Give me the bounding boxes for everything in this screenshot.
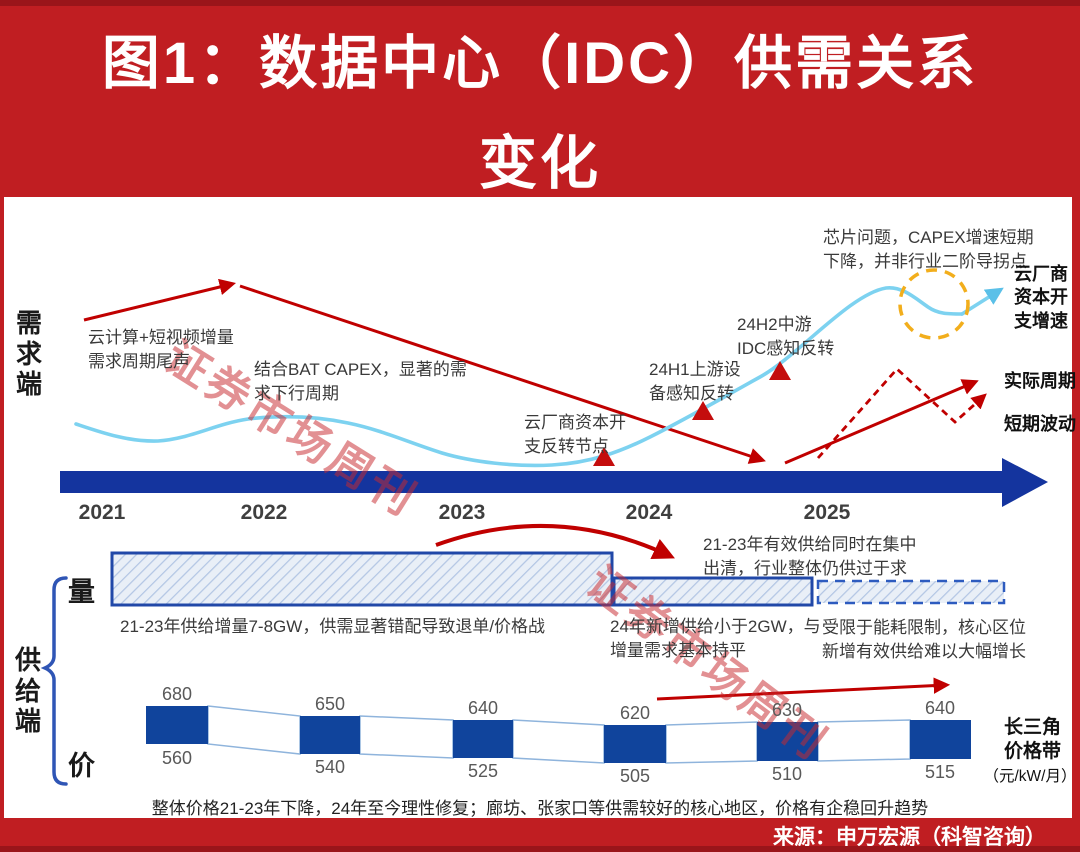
note-supply-energy: 受限于能耗限制，核心区位 新增有效供给难以大幅增长 — [822, 618, 1026, 662]
price-low-label: 505 — [619, 766, 651, 786]
supply-side-label: 供给端 — [14, 645, 41, 737]
timeline-bar — [60, 458, 1048, 507]
price-summary-note: 整体价格21-23年下降，24年至今理性修复；廊坊、张家口等供需较好的核心地区，… — [151, 799, 929, 818]
year-label-2021: 2021 — [78, 501, 126, 524]
demand-side-label: 需求端 — [15, 308, 42, 400]
price-high-label: 640 — [467, 698, 499, 718]
note-supply-24: 24年新增供给小于2GW，与 增量需求基本持平 — [610, 617, 821, 661]
price-low-label: 510 — [771, 764, 803, 784]
quantity-label: 量 — [68, 577, 95, 607]
price-label: 价 — [68, 751, 95, 781]
reversal-markers — [593, 361, 791, 466]
annotation-24h2: 24H2中游 IDC感知反转 — [737, 315, 835, 359]
price-low-label: 540 — [314, 757, 346, 777]
price-ribbon — [146, 705, 971, 764]
year-label-2024: 2024 — [625, 501, 673, 524]
supply-bar-24 — [612, 576, 814, 607]
price-high-label: 630 — [771, 700, 803, 720]
price-high-label: 640 — [924, 698, 956, 718]
supply-brace — [40, 576, 68, 786]
price-high-label: 650 — [314, 694, 346, 714]
price-band-region-label: 长三角 价格带 — [1003, 717, 1061, 762]
year-label-2023: 2023 — [438, 501, 486, 524]
legend-actual-cycle: 实际周期 — [1004, 371, 1076, 391]
price-low-label: 525 — [467, 761, 499, 781]
annotation-chip-issue: 芯片问题，CAPEX增速短期 下降，并非行业二阶导拐点 — [823, 228, 1034, 272]
clearing-arrow — [435, 523, 675, 559]
chip-issue-highlight-circle — [898, 268, 970, 340]
short-term-fluctuation-line — [816, 367, 987, 459]
year-label-2022: 2022 — [240, 501, 288, 524]
price-low-label: 515 — [924, 762, 956, 782]
annotation-bat-capex: 结合BAT CAPEX，显著的需 求下行周期 — [254, 360, 467, 404]
supply-bar-future — [816, 579, 1006, 605]
actual-cycle-arrows — [83, 278, 979, 465]
year-label-2025: 2025 — [803, 501, 851, 524]
page-title-line2: 变化 — [478, 131, 601, 196]
annotation-capex-reversal: 云厂商资本开 支反转节点 — [524, 413, 626, 457]
reversal-marker-capex — [593, 447, 615, 466]
reversal-marker-24h1 — [692, 401, 714, 420]
legend-short-term: 短期波动 — [1004, 414, 1076, 434]
source-credit: 来源：申万宏源（科智咨询） — [773, 826, 1046, 849]
page-title-line1: 图1：数据中心（IDC）供需关系 — [101, 31, 979, 96]
reversal-marker-24h2 — [769, 361, 791, 380]
annotation-cloud-tail: 云计算+短视频增量 需求周期尾声 — [88, 328, 234, 372]
price-high-label: 620 — [619, 703, 651, 723]
price-band-unit-label: （元/kW/月） — [983, 768, 1077, 785]
annotation-24h1: 24H1上游设 备感知反转 — [649, 360, 741, 404]
note-supply-2123: 21-23年供给增量7-8GW，供需显著错配导致退单/价格战 — [120, 617, 546, 636]
price-high-label: 680 — [161, 684, 193, 704]
supply-bar-2123 — [110, 551, 614, 607]
legend-capex-growth: 云厂商 资本开 支增速 — [1014, 264, 1068, 331]
price-trend-arrow — [656, 677, 951, 701]
note-supply-clearing: 21-23年有效供给同时在集中 出清，行业整体仍供过于求 — [703, 535, 917, 579]
price-low-label: 560 — [161, 748, 193, 768]
